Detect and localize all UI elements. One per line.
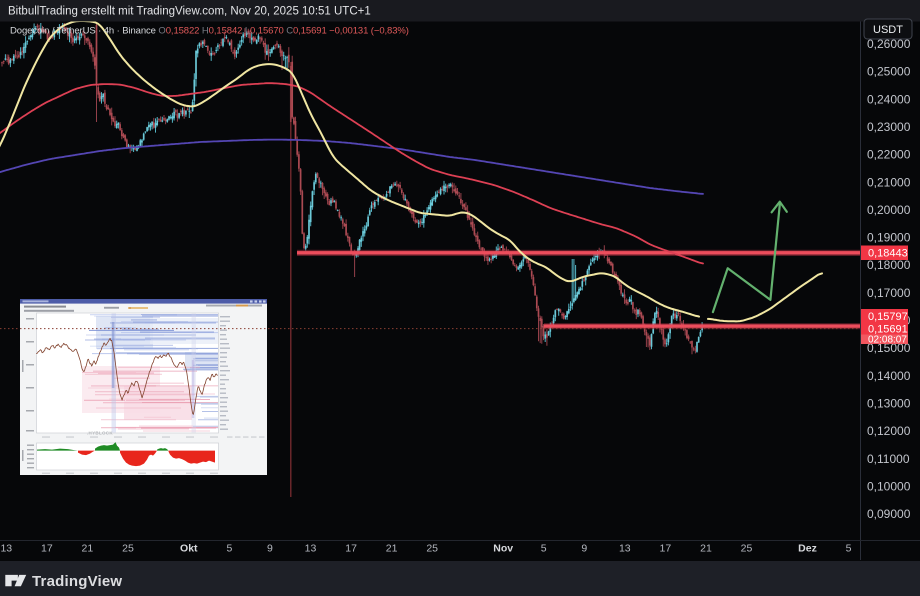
svg-text:0,26000: 0,26000 xyxy=(867,37,911,51)
svg-text:17: 17 xyxy=(41,543,53,555)
svg-text:5: 5 xyxy=(541,543,547,555)
svg-text:0,09000: 0,09000 xyxy=(867,507,911,521)
svg-text:Okt: Okt xyxy=(180,543,198,555)
svg-text:Dogecoin / TetherUS · 4h · Bin: Dogecoin / TetherUS · 4h · Binance O0,15… xyxy=(10,26,409,37)
svg-text:5: 5 xyxy=(846,543,852,555)
svg-text:0,15797: 0,15797 xyxy=(868,311,908,323)
svg-text:.HYBLOCK: .HYBLOCK xyxy=(87,431,113,436)
svg-text:BitbullTrading erstellt mit Tr: BitbullTrading erstellt mit TradingView.… xyxy=(8,6,371,18)
svg-text:21: 21 xyxy=(82,543,94,555)
svg-text:0,11000: 0,11000 xyxy=(867,452,910,466)
svg-text:0,23000: 0,23000 xyxy=(867,120,911,134)
svg-text:5: 5 xyxy=(226,543,232,555)
svg-text:0,24000: 0,24000 xyxy=(867,92,911,106)
svg-text:21: 21 xyxy=(700,543,712,555)
svg-text:0,18443: 0,18443 xyxy=(868,248,908,260)
svg-text:21: 21 xyxy=(386,543,398,555)
svg-text:0,21000: 0,21000 xyxy=(867,175,911,189)
svg-text:Nov: Nov xyxy=(493,543,513,555)
svg-text:13: 13 xyxy=(0,543,12,555)
svg-text:13: 13 xyxy=(305,543,317,555)
svg-text:0,12000: 0,12000 xyxy=(867,424,911,438)
svg-text:02:08:07: 02:08:07 xyxy=(868,335,907,346)
svg-text:Dez: Dez xyxy=(798,543,817,555)
svg-text:25: 25 xyxy=(741,543,753,555)
svg-text:9: 9 xyxy=(267,543,273,555)
svg-text:25: 25 xyxy=(426,543,438,555)
svg-text:TradingView: TradingView xyxy=(32,573,122,590)
svg-text:17: 17 xyxy=(660,543,672,555)
svg-text:0,14000: 0,14000 xyxy=(867,369,911,383)
svg-text:25: 25 xyxy=(122,543,134,555)
svg-text:USDT: USDT xyxy=(873,24,903,36)
svg-text:0,20000: 0,20000 xyxy=(867,203,911,217)
svg-text:13: 13 xyxy=(619,543,631,555)
svg-text:0,22000: 0,22000 xyxy=(867,148,911,162)
svg-text:0,25000: 0,25000 xyxy=(867,65,911,79)
svg-text:0,19000: 0,19000 xyxy=(867,231,911,245)
svg-text:9: 9 xyxy=(581,543,587,555)
svg-text:0,15000: 0,15000 xyxy=(867,341,911,355)
svg-text:0,15691: 0,15691 xyxy=(868,324,908,336)
svg-text:0,10000: 0,10000 xyxy=(867,479,911,493)
svg-text:0,18000: 0,18000 xyxy=(867,258,911,272)
svg-text:0,13000: 0,13000 xyxy=(867,397,911,411)
svg-text:17: 17 xyxy=(345,543,357,555)
svg-text:0,17000: 0,17000 xyxy=(867,286,911,300)
